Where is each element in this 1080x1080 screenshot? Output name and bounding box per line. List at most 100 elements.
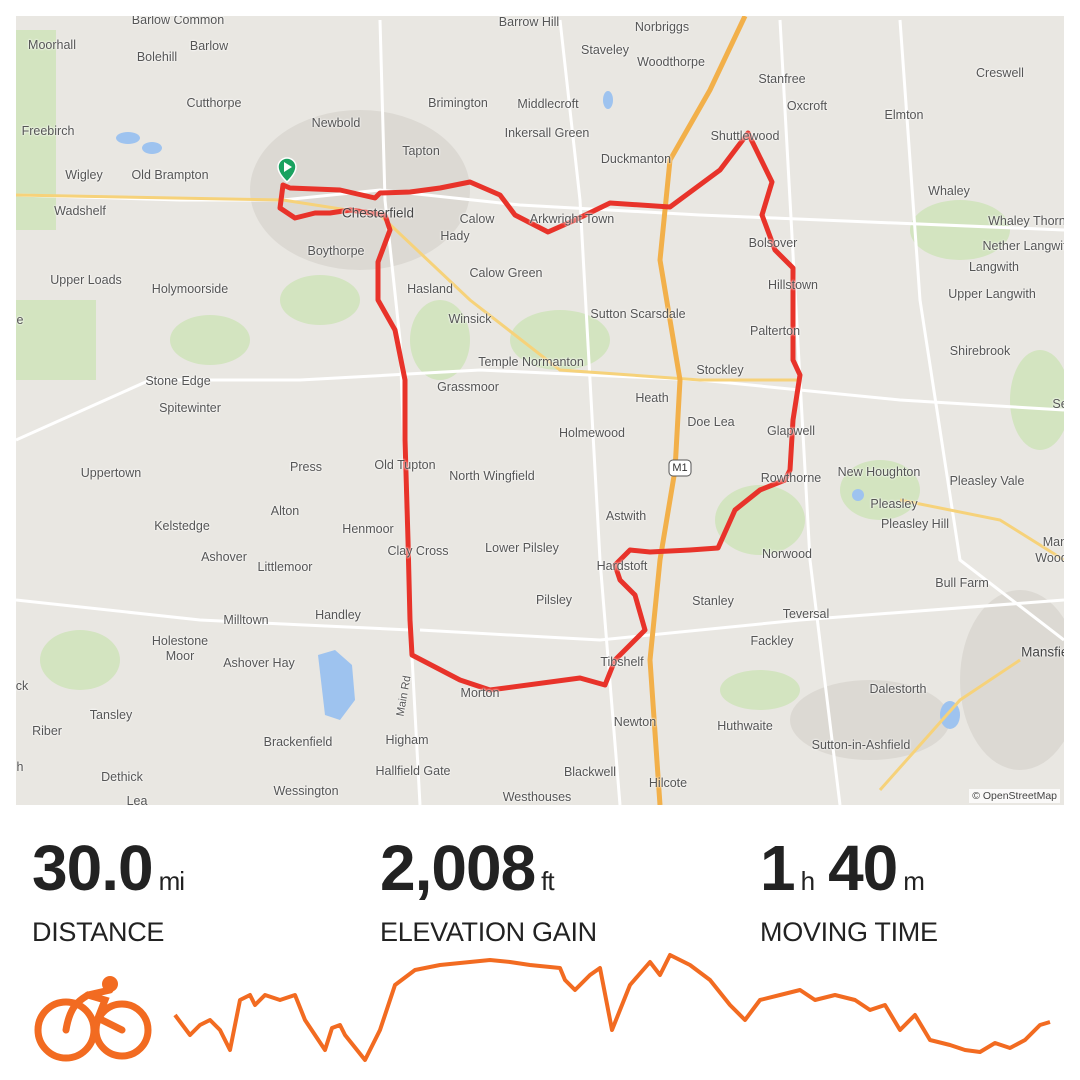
roads	[16, 19, 1064, 805]
place-label: Ashover	[201, 550, 247, 564]
place-label: Mansfield	[1021, 644, 1064, 660]
place-label: Fackley	[750, 634, 794, 648]
place-label: Norbriggs	[634, 20, 690, 34]
place-label: Winsick	[448, 312, 492, 326]
place-label: Westhouses	[502, 790, 572, 804]
place-label: Shuttlewood	[710, 129, 780, 143]
place-label: Pleasley	[870, 497, 918, 511]
place-label: Pleasley Vale	[949, 474, 1025, 488]
place-label: Moorhall	[28, 38, 76, 52]
map-base	[16, 16, 1064, 805]
place-label: Sutton-in-Ashfield	[811, 738, 911, 752]
place-label: North Wingfield	[449, 469, 535, 483]
motorway-m1	[647, 16, 748, 805]
place-label: Hilcote	[648, 776, 688, 790]
place-label: Wigley	[65, 168, 103, 182]
place-label: Barlow	[189, 39, 229, 53]
elevation-value: 2,008	[380, 832, 536, 904]
place-label: Whaley Thorns	[988, 214, 1064, 228]
place-label: Stone Edge	[145, 374, 211, 388]
place-label: Boythorpe	[307, 244, 365, 258]
place-label: Woodh	[1035, 551, 1064, 565]
place-label: Morton	[460, 686, 500, 700]
place-label: Press	[290, 460, 322, 474]
place-label: Alton	[270, 504, 300, 518]
place-label: Heath	[635, 391, 669, 405]
place-label: Calow Green	[469, 266, 543, 280]
place-label: Barlow Common	[131, 16, 225, 27]
place-label: Mans	[1042, 535, 1064, 549]
place-label: Wadshelf	[54, 204, 106, 218]
place-label: Handley	[315, 608, 361, 622]
start-marker-icon[interactable]	[277, 157, 297, 184]
place-label: Oxcroft	[786, 99, 828, 113]
place-label: Riber	[32, 724, 62, 738]
water	[116, 91, 960, 729]
place-label: Shirebrook	[949, 344, 1011, 358]
place-label: Old Tupton	[374, 458, 436, 472]
map-attribution[interactable]: © OpenStreetMap	[969, 789, 1060, 803]
place-label: Wessington	[273, 784, 339, 798]
place-label: Bolsover	[748, 236, 798, 250]
distance-value: 30.0	[32, 832, 154, 904]
green-areas	[16, 30, 1064, 710]
distance-label: DISTANCE	[32, 917, 165, 947]
place-label: Hallfield Gate	[375, 764, 451, 778]
place-label: Inkersall Green	[504, 126, 590, 140]
place-label: Moor	[165, 649, 195, 663]
m1-shield	[668, 459, 692, 477]
place-label: Old Brampton	[131, 168, 209, 182]
place-label: Newbold	[311, 116, 361, 130]
place-label: Freebirch	[21, 124, 75, 138]
place-label: Creswell	[976, 66, 1024, 80]
place-label: Grassmoor	[437, 380, 499, 394]
urban-areas	[250, 110, 1064, 770]
place-label: Brackenfield	[263, 735, 333, 749]
place-label: Ashover Hay	[223, 656, 295, 670]
place-label: Temple Normanton	[478, 355, 584, 369]
place-label: Sutton Scarsdale	[590, 307, 686, 321]
place-label: Whaley	[928, 184, 970, 198]
stat-elevation: 2,008 ft ELEVATION GAIN	[380, 832, 597, 948]
place-label: Brimington	[428, 96, 488, 110]
place-label: Se	[1052, 397, 1064, 411]
moving-time-label: MOVING TIME	[760, 917, 938, 947]
place-label: Littlemoor	[257, 560, 313, 574]
place-label: Barrow Hill	[498, 16, 560, 29]
place-label: Arkwright Town	[529, 212, 615, 226]
place-label: ck	[16, 679, 29, 693]
minutes-value: 40	[828, 832, 898, 904]
place-label: Pleasley Hill	[880, 517, 950, 531]
place-label: Tansley	[89, 708, 133, 722]
elevation-profile	[34, 953, 1051, 1062]
place-label: Holmewood	[558, 426, 626, 440]
stat-distance: 30.0 mi DISTANCE	[32, 832, 198, 948]
place-label: Hady	[440, 229, 470, 243]
place-label: Huthwaite	[717, 719, 773, 733]
elevation-line	[173, 953, 1051, 1062]
hours-value: 1	[760, 832, 796, 904]
hours-unit: h	[800, 866, 816, 896]
route-line	[277, 130, 803, 693]
place-label: Stockley	[696, 363, 744, 377]
place-label: Blackwell	[563, 765, 617, 779]
place-label: Bull Farm	[935, 576, 989, 590]
place-label: Chesterfield	[341, 205, 415, 221]
place-label: Palterton	[749, 324, 801, 338]
place-label: Bolehill	[136, 50, 178, 64]
place-label: Staveley	[581, 43, 629, 57]
place-label: Nether Langwith	[982, 239, 1064, 253]
place-label: Calow	[459, 212, 495, 226]
place-label: Spitewinter	[159, 401, 221, 415]
place-label: Higham	[385, 733, 429, 747]
route-map[interactable]: M1 Main Rd Barlow Common Barrow Hill Norbr…	[16, 16, 1064, 805]
place-label: Upper Langwith	[948, 287, 1036, 301]
place-label: Astwith	[605, 509, 647, 523]
cycling-icon	[34, 976, 152, 1062]
place-label: Lea	[126, 794, 148, 805]
place-label: Stanley	[692, 594, 734, 608]
place-label: Hillstown	[767, 278, 819, 292]
place-label: Hardstoft	[596, 559, 648, 573]
minutes-unit: m	[903, 866, 925, 896]
place-label: Langwith	[968, 260, 1020, 274]
